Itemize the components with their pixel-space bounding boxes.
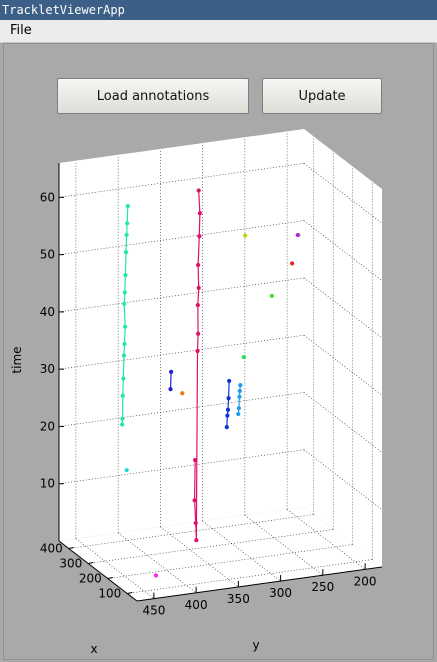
y-tick-label: 350 bbox=[227, 592, 250, 606]
tracklet-point bbox=[237, 388, 242, 394]
tracklet-point bbox=[168, 387, 173, 392]
tracklet-point bbox=[196, 262, 201, 268]
tracklet-point bbox=[197, 211, 202, 216]
tracklet-point bbox=[193, 458, 198, 463]
time-tick-label: 50 bbox=[40, 248, 55, 262]
tracklet-point bbox=[192, 498, 197, 503]
tracklet-point bbox=[123, 324, 128, 329]
grid-lines bbox=[58, 131, 383, 599]
time-tick-label: 20 bbox=[40, 419, 55, 433]
x-axis-label: x bbox=[90, 642, 97, 656]
x-tick-label: 200 bbox=[79, 572, 102, 586]
y-tick-label: 200 bbox=[354, 574, 377, 588]
side-pane bbox=[304, 129, 382, 567]
y-axis-label: y bbox=[252, 638, 259, 652]
tracklet-point bbox=[196, 188, 201, 193]
tracklet-line bbox=[169, 371, 172, 390]
tracklet-point bbox=[123, 273, 128, 278]
window-title: TrackletViewerApp bbox=[2, 3, 125, 17]
tracklet-point bbox=[225, 407, 231, 412]
tracklet-point bbox=[243, 233, 248, 238]
tracklet-point bbox=[122, 301, 127, 307]
tracklet-point bbox=[236, 411, 241, 417]
y-tick-label: 250 bbox=[311, 580, 334, 594]
tracklet-point bbox=[237, 394, 242, 399]
tracklet-point bbox=[193, 520, 198, 526]
load-annotations-button[interactable]: Load annotations bbox=[57, 78, 249, 114]
y-tick-label: 400 bbox=[185, 598, 208, 612]
tracklet-point bbox=[238, 383, 243, 388]
tracklet-point bbox=[195, 303, 200, 308]
tracklet-point bbox=[124, 232, 129, 237]
back-pane bbox=[59, 129, 304, 541]
floor-pane bbox=[59, 507, 382, 601]
tracklet-point bbox=[169, 369, 174, 374]
tracklet-point bbox=[180, 391, 185, 396]
axis-lines bbox=[58, 163, 383, 602]
x-tick-label: 100 bbox=[98, 587, 121, 601]
tracklet-point bbox=[226, 396, 231, 401]
tracklet-point bbox=[295, 232, 300, 238]
tracklet-series bbox=[120, 188, 301, 578]
tracklet-point bbox=[120, 416, 125, 421]
tracklet-point bbox=[196, 331, 201, 336]
tracklet-line bbox=[193, 190, 201, 541]
tracklet-point bbox=[241, 354, 246, 360]
tracklet-point bbox=[196, 285, 201, 290]
tracklet-line bbox=[121, 206, 129, 425]
tracklet-point bbox=[153, 573, 159, 578]
title-bar[interactable]: TrackletViewerApp bbox=[0, 0, 437, 20]
tracklet-point bbox=[125, 221, 130, 226]
menu-bar: File bbox=[0, 20, 437, 43]
tracklet-point bbox=[121, 376, 126, 381]
tracklet-point bbox=[123, 250, 129, 255]
tracklet-point bbox=[227, 378, 232, 384]
x-tick-label: 400 bbox=[40, 542, 63, 556]
tracklet-point bbox=[225, 413, 230, 418]
y-tick-label: 300 bbox=[269, 586, 292, 600]
tracklet-point bbox=[120, 393, 125, 398]
x-tick-label: 300 bbox=[59, 557, 82, 571]
tracklet-point bbox=[224, 425, 229, 430]
time-axis-label: time bbox=[10, 346, 24, 373]
tracklet-point bbox=[236, 406, 241, 411]
tracklet-point bbox=[125, 203, 130, 209]
tracklet-point bbox=[194, 538, 199, 543]
menu-file[interactable]: File bbox=[10, 23, 32, 38]
tracklet-point bbox=[290, 261, 295, 266]
tracklet-point bbox=[269, 293, 274, 299]
update-button[interactable]: Update bbox=[262, 78, 382, 114]
main-panel: Load annotations Update 10 20 30 40 50 60 100 2… bbox=[3, 43, 434, 660]
tracklet-point bbox=[197, 234, 202, 239]
y-tick-label: 450 bbox=[142, 604, 165, 618]
tracklet-point bbox=[122, 290, 127, 295]
time-tick-label: 30 bbox=[40, 362, 55, 376]
time-tick-label: 40 bbox=[40, 305, 55, 319]
tracklet-point bbox=[121, 353, 127, 358]
tracklet-point bbox=[195, 348, 200, 354]
tracklet-point bbox=[122, 341, 127, 347]
time-tick-label: 60 bbox=[40, 190, 55, 204]
time-tick-label: 10 bbox=[40, 477, 55, 491]
tracklet-point bbox=[124, 468, 129, 473]
tracklet-point bbox=[120, 422, 125, 427]
